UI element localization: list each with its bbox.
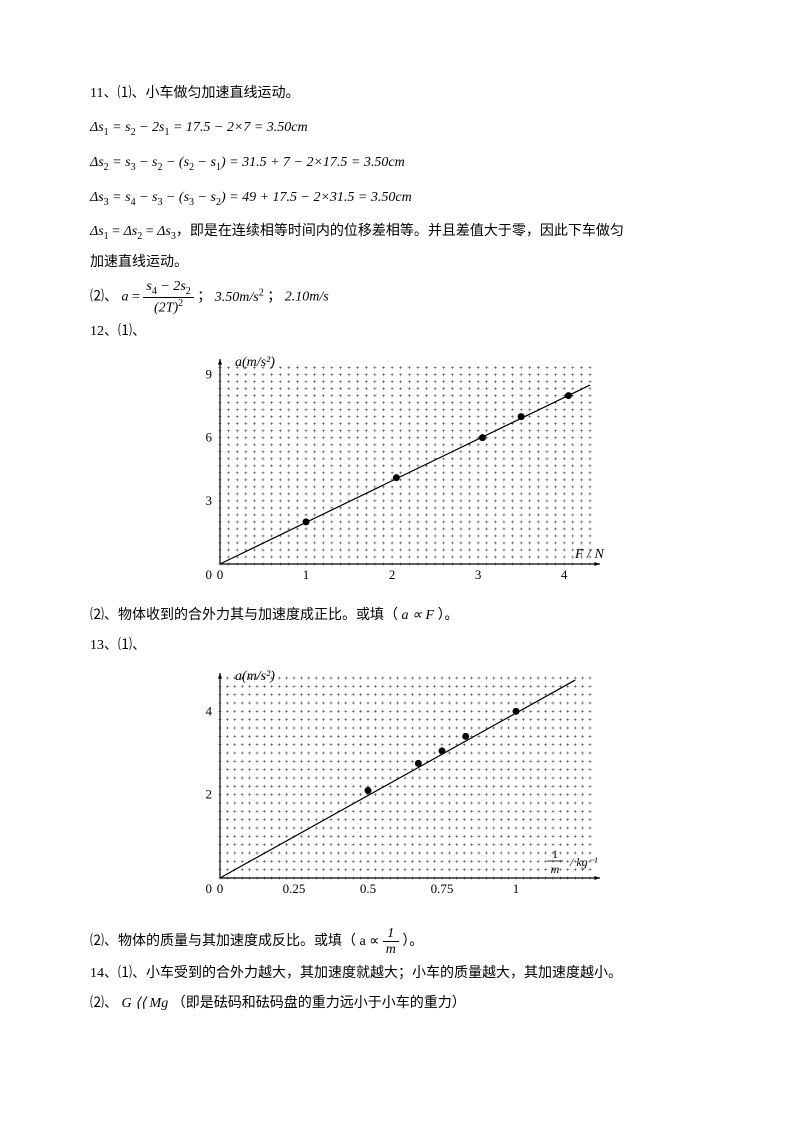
svg-text:F / N: F / N	[574, 547, 604, 562]
svg-text:a(m/s²): a(m/s²)	[235, 355, 275, 370]
q14-prefix: ⑵、	[90, 996, 118, 1011]
q14-line2: ⑵、 G ⟨⟨ Mg （即是砝码和砝码盘的重力远小于小车的重力）	[90, 990, 710, 1018]
svg-text:9: 9	[206, 367, 213, 382]
q13-p2-prefix: ⑵、物体的质量与其加速度成反比。或填（ a ∝	[90, 934, 383, 949]
q13-part2: ⑵、物体的质量与其加速度成反比。或填（ a ∝ 1 m ）。	[90, 926, 710, 958]
q11-header: 11、⑴、小车做匀加速直线运动。	[90, 80, 710, 108]
q14-suffix: （即是砝码和砝码盘的重力远小于小车的重力）	[172, 996, 466, 1011]
q11-val2: 2.10m/s	[285, 290, 329, 305]
q13-p2-suffix: ）。	[402, 934, 423, 949]
q11-part2: ⑵、 a = s4 − 2s2 (2T)2 ； 3.50m/s2 ； 2.10m…	[90, 279, 710, 316]
svg-text:4: 4	[561, 567, 568, 582]
chart-12-svg: 0 1 2 3 4 3 6 9 0 a(m/s²) F / N	[190, 354, 630, 594]
svg-text:1: 1	[303, 567, 310, 582]
q13-header: 13、⑴、	[90, 632, 710, 660]
svg-text:6: 6	[206, 430, 213, 445]
svg-text:3: 3	[475, 567, 482, 582]
q11-conc-text: ，即是在连续相等时间内的位移差相等。并且差值大于零，因此下车做匀	[176, 224, 624, 239]
svg-text:0: 0	[217, 567, 224, 582]
q11-eq1: Δs1 = s2 − 2s1 = 17.5 − 2×7 = 3.50cm	[90, 114, 710, 143]
q11-p2-prefix: ⑵、	[90, 290, 118, 305]
q13-chart: 00.250.50.751240a(m/s²)1m/ kg⁻¹	[190, 668, 710, 918]
q11-conclusion-2: 加速直线运动。	[90, 249, 710, 277]
chart-13-svg: 00.250.50.751240a(m/s²)1m/ kg⁻¹	[190, 668, 630, 918]
q11-frac: s4 − 2s2 (2T)2	[143, 279, 193, 316]
svg-text:2: 2	[389, 567, 396, 582]
q12-part2: ⑵、物体收到的合外力其与加速度成正比。或填（ a ∝ F ）。	[90, 602, 710, 630]
q11-sep1: ；	[197, 290, 211, 305]
q11-sep2: ；	[267, 290, 281, 305]
q11-eq2: Δs2 = s3 − s2 − (s2 − s1) = 31.5 + 7 − 2…	[90, 149, 710, 178]
q13-frac: 1 m	[383, 926, 399, 958]
q14-math: G ⟨⟨ Mg	[122, 996, 169, 1011]
svg-text:0: 0	[206, 567, 213, 582]
svg-text:3: 3	[206, 493, 213, 508]
q11-conclusion-1: Δs1 = Δs2 = Δs3，即是在连续相等时间内的位移差相等。并且差值大于零…	[90, 218, 710, 247]
q11-val1: 3.50m/s2	[215, 290, 264, 305]
q12-chart: 0 1 2 3 4 3 6 9 0 a(m/s²) F / N	[190, 354, 710, 594]
q11-eq3: Δs3 = s4 − s3 − (s3 − s2) = 49 + 17.5 − …	[90, 184, 710, 213]
q12-header: 12、⑴、	[90, 318, 710, 346]
q14-line1: 14、⑴、小车受到的合外力越大，其加速度就越大；小车的质量越大，其加速度越小。	[90, 960, 710, 988]
